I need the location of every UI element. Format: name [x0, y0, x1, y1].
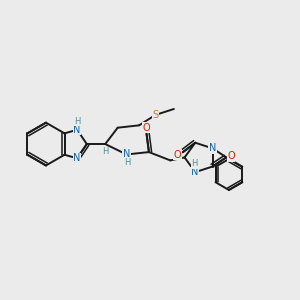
Text: O: O: [227, 151, 235, 161]
Text: N: N: [74, 125, 81, 135]
Text: H: H: [191, 159, 198, 168]
Text: H: H: [102, 147, 108, 156]
Text: O: O: [143, 123, 150, 133]
Text: H: H: [74, 117, 81, 126]
Text: N: N: [74, 153, 81, 163]
Text: N: N: [209, 143, 216, 153]
Text: H: H: [124, 158, 130, 167]
Text: S: S: [152, 110, 158, 120]
Text: O: O: [174, 150, 182, 160]
Text: N: N: [191, 167, 198, 177]
Text: N: N: [123, 149, 130, 160]
